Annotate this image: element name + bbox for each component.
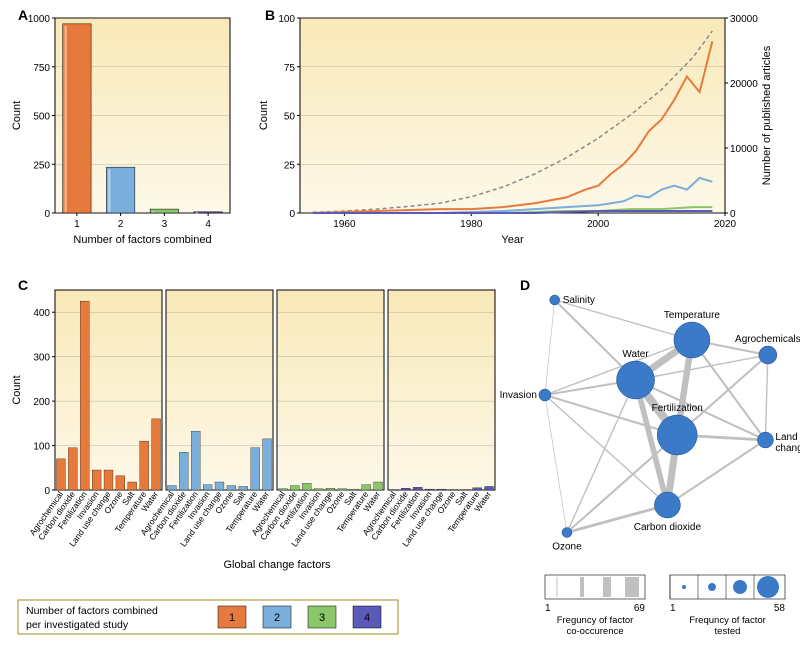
svg-text:0: 0 xyxy=(44,209,50,220)
network-node xyxy=(657,415,697,455)
svg-text:Carbon dioxide: Carbon dioxide xyxy=(634,522,702,533)
svg-text:Freguncy of factor: Freguncy of factor xyxy=(557,615,634,626)
network-node xyxy=(759,346,777,364)
svg-text:Number of published articles: Number of published articles xyxy=(761,45,773,185)
svg-text:Salinity: Salinity xyxy=(563,295,595,306)
panel-a: A 0 250 500 750 1000 1 2 3 4 Number of factors com… xyxy=(11,7,230,246)
svg-text:B: B xyxy=(265,7,275,23)
svg-text:tested: tested xyxy=(715,626,741,637)
svg-text:200: 200 xyxy=(33,397,50,408)
svg-text:Agrochemicals: Agrochemicals xyxy=(735,334,800,345)
svg-text:10000: 10000 xyxy=(730,144,758,155)
svg-text:400: 400 xyxy=(33,308,50,319)
svg-text:30000: 30000 xyxy=(730,14,758,25)
svg-text:1: 1 xyxy=(229,612,235,624)
svg-text:1960: 1960 xyxy=(333,219,356,230)
network-node xyxy=(674,322,710,358)
network-node xyxy=(757,432,773,448)
svg-text:Ozone: Ozone xyxy=(552,542,582,553)
svg-text:1: 1 xyxy=(545,603,551,614)
svg-text:300: 300 xyxy=(33,353,50,364)
svg-text:500: 500 xyxy=(33,112,50,123)
svg-text:250: 250 xyxy=(33,160,50,171)
main-legend: Number of factors combined per investigat… xyxy=(18,600,398,634)
svg-text:Temperature: Temperature xyxy=(664,310,721,321)
bar xyxy=(150,209,178,213)
svg-text:20000: 20000 xyxy=(730,79,758,90)
svg-text:Count: Count xyxy=(258,101,270,130)
svg-text:3: 3 xyxy=(319,612,325,624)
svg-text:69: 69 xyxy=(634,603,646,614)
svg-text:25: 25 xyxy=(284,160,296,171)
svg-text:Water: Water xyxy=(622,349,649,360)
svg-text:Frequncy of factor: Frequncy of factor xyxy=(689,615,766,626)
svg-text:Number of factors combined: Number of factors combined xyxy=(26,605,158,617)
svg-text:2020: 2020 xyxy=(714,219,737,230)
svg-text:4: 4 xyxy=(364,612,370,624)
svg-text:co-occurence: co-occurence xyxy=(566,626,623,637)
bar xyxy=(106,167,134,213)
svg-text:75: 75 xyxy=(284,63,296,74)
svg-text:Year: Year xyxy=(501,234,524,246)
network-node xyxy=(539,389,551,401)
svg-text:Count: Count xyxy=(11,101,23,130)
svg-text:50: 50 xyxy=(284,112,296,123)
network-node xyxy=(654,492,680,518)
svg-text:2: 2 xyxy=(118,219,124,230)
svg-text:per investigated study: per investigated study xyxy=(26,619,129,631)
network-node xyxy=(617,361,655,399)
svg-text:1980: 1980 xyxy=(460,219,483,230)
svg-text:Fertilization: Fertilization xyxy=(652,403,703,414)
svg-text:1: 1 xyxy=(74,219,80,230)
bar xyxy=(194,212,222,213)
svg-text:100: 100 xyxy=(33,442,50,453)
svg-text:Global change factors: Global change factors xyxy=(223,559,331,571)
svg-text:Count: Count xyxy=(11,375,23,404)
panel-d: D Salinity Temperature Agrochemicals Water In… xyxy=(500,277,800,637)
svg-text:Invasion: Invasion xyxy=(500,390,537,401)
svg-text:0: 0 xyxy=(289,209,295,220)
panel-c: C0100200300400AgrochemicalCarbon dioxide… xyxy=(11,277,495,571)
svg-text:A: A xyxy=(18,7,28,23)
figure-root: A025050075010001234Number of factors com… xyxy=(0,0,800,651)
panel-b: B025507510001000020000300001960198020002… xyxy=(258,7,773,246)
svg-text:58: 58 xyxy=(774,603,786,614)
svg-text:2: 2 xyxy=(274,612,280,624)
svg-text:D: D xyxy=(520,277,530,293)
svg-text:1000: 1000 xyxy=(28,14,51,25)
svg-text:2000: 2000 xyxy=(587,219,610,230)
svg-text:100: 100 xyxy=(278,14,295,25)
bar xyxy=(63,24,91,213)
network-node xyxy=(550,295,560,305)
svg-text:Number of factors combined: Number of factors combined xyxy=(73,234,211,246)
svg-text:1: 1 xyxy=(670,603,676,614)
network-node xyxy=(562,528,572,538)
svg-text:4: 4 xyxy=(205,219,211,230)
svg-text:Land use: Land use xyxy=(775,432,800,443)
svg-text:0: 0 xyxy=(44,486,50,497)
svg-text:C: C xyxy=(18,277,28,293)
svg-text:3: 3 xyxy=(162,219,168,230)
svg-text:change: change xyxy=(775,443,800,454)
svg-text:750: 750 xyxy=(33,63,50,74)
